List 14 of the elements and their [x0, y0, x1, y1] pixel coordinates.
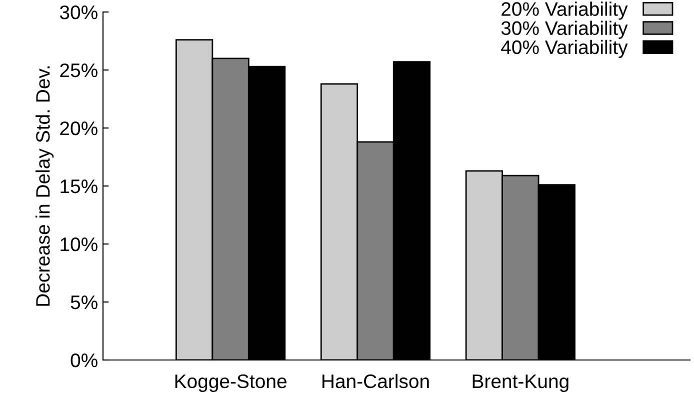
x-tick-label: Han-Carlson — [322, 374, 429, 388]
legend-label: 30% Variability — [501, 20, 628, 39]
y-tick-label: 30% — [60, 5, 98, 20]
legend-label: 40% Variability — [501, 40, 628, 58]
x-tick-label: Brent-Kung — [472, 374, 568, 392]
x-tick-label: Kogge-Stone — [175, 374, 286, 392]
y-tick-label: 15% — [60, 180, 98, 194]
y-tick-label: 20% — [60, 121, 98, 136]
y-tick-label: 25% — [60, 63, 98, 78]
y-tick-label: 10% — [60, 237, 98, 252]
legend-label: 20% Variability — [502, 2, 628, 20]
y-axis-title: Decrease in Delay Std. Dev. — [36, 66, 54, 306]
y-tick-label: 0% — [70, 353, 98, 368]
y-tick-label: 5% — [70, 296, 98, 310]
